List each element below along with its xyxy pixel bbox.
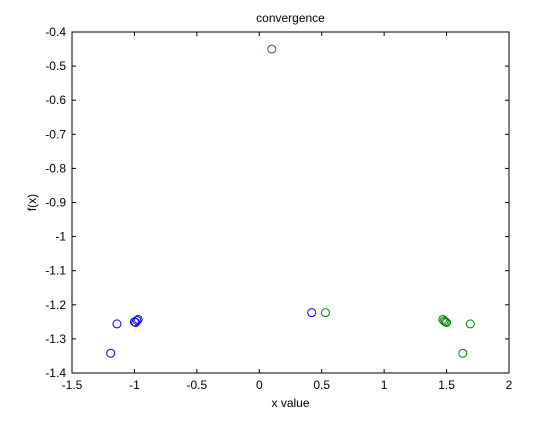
x-tick-label: 0	[256, 378, 263, 392]
y-tick-label: -0.9	[45, 196, 66, 210]
chart-title: convergence	[256, 11, 325, 25]
x-tick-label: -1.5	[62, 378, 83, 392]
y-tick-label: -0.6	[45, 93, 66, 107]
x-tick-label: 0.5	[313, 378, 330, 392]
y-tick-label: -0.4	[45, 25, 66, 39]
data-point-series-2	[439, 316, 449, 326]
data-point-series-2	[267, 44, 277, 54]
y-tick-label: -1.1	[45, 264, 66, 278]
y-axis-ticks: -1.4 -1.3 -1.2 -1.1 -1 -0.9 -0.8 -0.7 -0.6 -0.5 -0…	[45, 25, 509, 380]
y-tick-label: -0.8	[45, 161, 66, 175]
y-axis-label: f(x)	[25, 194, 39, 211]
x-tick-label: -0.5	[187, 378, 208, 392]
data-point-series-2	[440, 317, 450, 327]
data-point-series-1	[131, 318, 141, 328]
data-point-series-1	[132, 315, 142, 325]
data-point-series-1	[106, 348, 116, 358]
data-point-series-1	[133, 314, 143, 324]
plot-area	[71, 31, 510, 374]
data-point-series-1	[307, 308, 317, 318]
y-tick-label: -1.3	[45, 332, 66, 346]
data-point-series-2	[320, 308, 330, 318]
y-tick-label: -0.5	[45, 59, 66, 73]
data-points	[106, 44, 475, 358]
y-tick-label: -1.2	[45, 298, 66, 312]
x-tick-label: -1	[129, 378, 140, 392]
data-point-series-1	[112, 319, 122, 329]
x-axis-ticks: -1.5 -1 -0.5 0 0.5 1 1.5 2	[62, 32, 513, 392]
y-tick-label: -1	[55, 230, 66, 244]
x-tick-label: 1.5	[438, 378, 455, 392]
data-point-series-2	[465, 319, 475, 329]
y-tick-label: -0.7	[45, 127, 66, 141]
y-tick-label: -1.4	[45, 366, 66, 380]
data-point-series-2	[442, 318, 452, 328]
data-point-series-2	[458, 348, 468, 358]
x-axis-label: x value	[271, 396, 309, 410]
x-tick-label: 2	[506, 378, 513, 392]
x-tick-label: 1	[381, 378, 388, 392]
